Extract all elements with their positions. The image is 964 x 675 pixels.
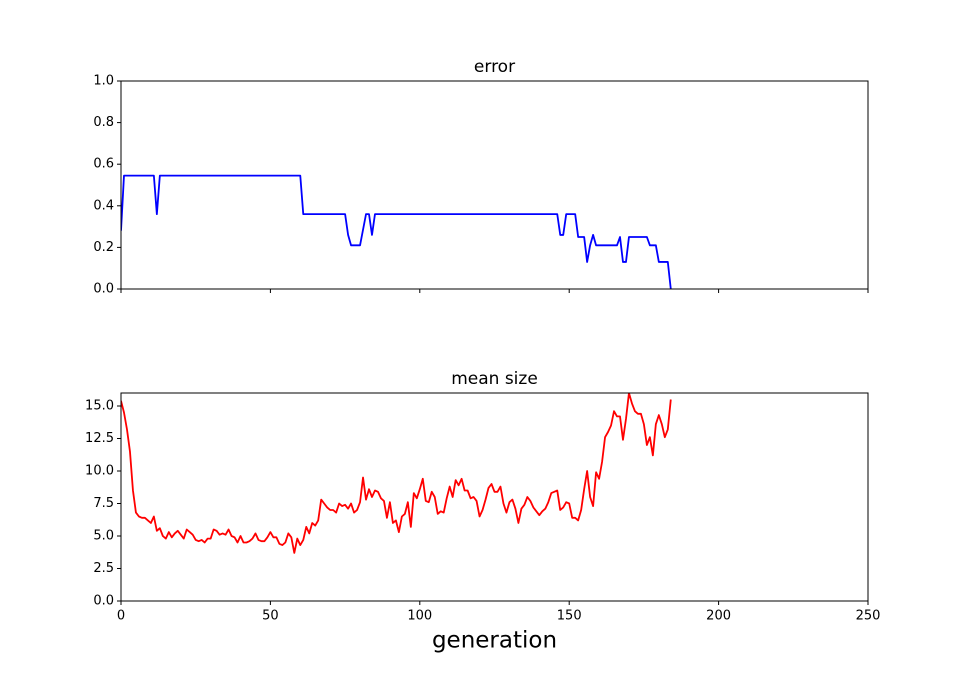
y-tick-label: 0.6 bbox=[93, 157, 114, 172]
axes-frame bbox=[120, 392, 869, 602]
chart-title: mean size bbox=[451, 369, 538, 389]
chart-title: error bbox=[474, 57, 515, 77]
y-tick-label: 2.5 bbox=[93, 561, 114, 576]
axes-frame bbox=[120, 80, 869, 290]
y-tick-label: 15.0 bbox=[85, 399, 114, 414]
y-tick-label: 0.0 bbox=[93, 282, 114, 297]
x-tick-label: 0 bbox=[117, 609, 125, 624]
data-line bbox=[121, 174, 672, 289]
y-tick-label: 12.5 bbox=[85, 431, 114, 446]
y-tick-label: 0.0 bbox=[93, 594, 114, 609]
x-tick-label: 200 bbox=[706, 609, 731, 624]
x-tick-label: 250 bbox=[856, 609, 881, 624]
y-tick-label: 0.2 bbox=[93, 240, 114, 255]
data-line bbox=[121, 393, 672, 554]
x-tick-label: 100 bbox=[407, 609, 432, 624]
y-tick-label: 0.4 bbox=[93, 198, 114, 213]
x-tick-label: 150 bbox=[557, 609, 582, 624]
x-tick-label: 50 bbox=[262, 609, 279, 624]
y-tick-label: 1.0 bbox=[93, 74, 114, 89]
y-tick-label: 10.0 bbox=[85, 464, 114, 479]
x-axis-label: generation bbox=[432, 628, 557, 654]
y-tick-label: 5.0 bbox=[93, 529, 114, 544]
y-tick-label: 0.8 bbox=[93, 115, 114, 130]
y-tick-label: 7.5 bbox=[93, 496, 114, 511]
